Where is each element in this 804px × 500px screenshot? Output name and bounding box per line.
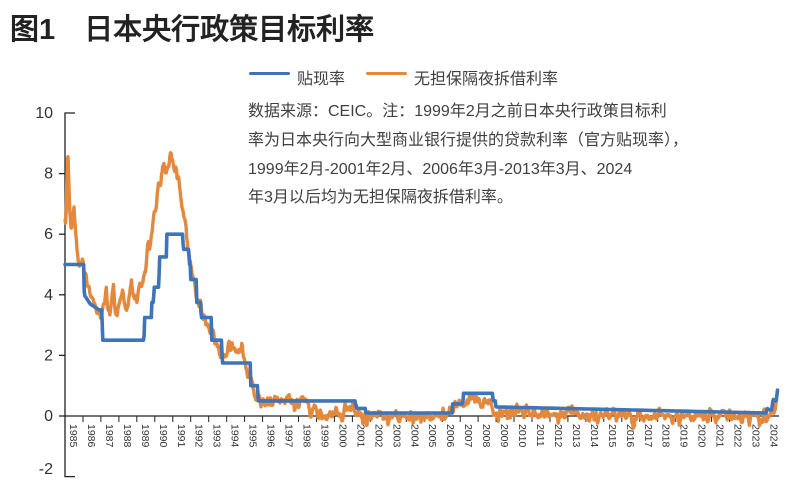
svg-text:2020: 2020	[696, 424, 708, 448]
svg-text:1997: 1997	[283, 424, 295, 448]
svg-text:1996: 1996	[265, 424, 277, 448]
svg-text:2008: 2008	[480, 424, 492, 448]
svg-text:1992: 1992	[193, 424, 205, 448]
svg-text:0: 0	[44, 408, 53, 425]
svg-text:1988: 1988	[121, 424, 133, 448]
svg-text:2001: 2001	[354, 424, 366, 448]
svg-text:2021: 2021	[714, 424, 726, 448]
svg-text:1999: 1999	[319, 424, 331, 448]
svg-text:2017: 2017	[642, 424, 654, 448]
svg-text:8: 8	[44, 166, 53, 183]
svg-text:2014: 2014	[588, 424, 600, 448]
svg-text:1989: 1989	[139, 424, 151, 448]
svg-text:2022: 2022	[732, 424, 744, 448]
svg-text:6: 6	[44, 226, 53, 243]
svg-text:1995: 1995	[247, 424, 259, 448]
svg-text:1985: 1985	[67, 424, 79, 448]
svg-text:1987: 1987	[103, 424, 115, 448]
svg-text:2002: 2002	[372, 424, 384, 448]
svg-text:4: 4	[44, 287, 53, 304]
svg-text:2013: 2013	[570, 424, 582, 448]
svg-text:2015: 2015	[606, 424, 618, 448]
svg-text:1991: 1991	[175, 424, 187, 448]
svg-text:1993: 1993	[211, 424, 223, 448]
svg-text:2004: 2004	[408, 424, 420, 448]
svg-text:1986: 1986	[85, 424, 97, 448]
svg-text:2010: 2010	[516, 424, 528, 448]
svg-text:1990: 1990	[157, 424, 169, 448]
svg-text:10: 10	[35, 105, 53, 122]
svg-text:2012: 2012	[552, 424, 564, 448]
svg-text:2019: 2019	[678, 424, 690, 448]
svg-text:2000: 2000	[336, 424, 348, 448]
svg-text:2003: 2003	[390, 424, 402, 448]
svg-text:2005: 2005	[426, 424, 438, 448]
svg-text:2009: 2009	[498, 424, 510, 448]
svg-text:2007: 2007	[462, 424, 474, 448]
svg-text:2023: 2023	[750, 424, 762, 448]
svg-text:2011: 2011	[534, 424, 546, 447]
svg-text:-2: -2	[39, 461, 53, 478]
svg-text:1994: 1994	[229, 424, 241, 448]
svg-text:1998: 1998	[301, 424, 313, 448]
svg-text:2018: 2018	[660, 424, 672, 448]
svg-text:2006: 2006	[444, 424, 456, 448]
svg-text:2024: 2024	[768, 424, 780, 448]
svg-text:2: 2	[44, 347, 53, 364]
